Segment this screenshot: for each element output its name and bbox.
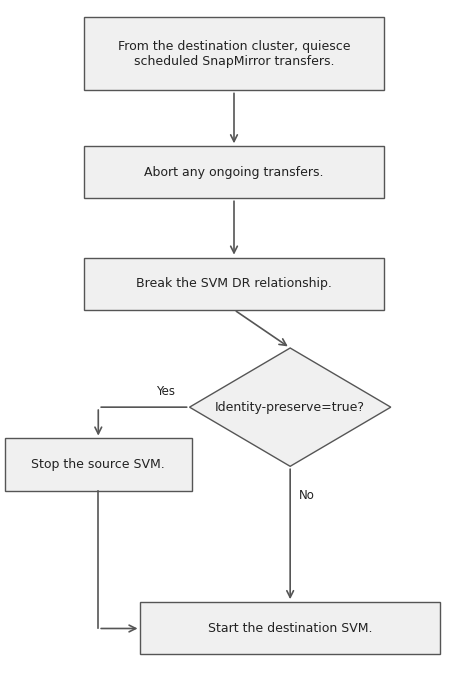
FancyBboxPatch shape	[84, 146, 384, 198]
Text: Stop the source SVM.: Stop the source SVM.	[31, 458, 165, 471]
Text: Yes: Yes	[156, 385, 176, 398]
Text: From the destination cluster, quiesce
scheduled SnapMirror transfers.: From the destination cluster, quiesce sc…	[118, 40, 350, 68]
Text: Start the destination SVM.: Start the destination SVM.	[208, 622, 373, 635]
FancyBboxPatch shape	[140, 602, 440, 654]
FancyBboxPatch shape	[84, 17, 384, 90]
FancyBboxPatch shape	[5, 438, 192, 491]
Text: Identity-preserve=true?: Identity-preserve=true?	[215, 401, 365, 413]
Text: Break the SVM DR relationship.: Break the SVM DR relationship.	[136, 277, 332, 290]
Text: Abort any ongoing transfers.: Abort any ongoing transfers.	[144, 166, 324, 179]
Text: No: No	[299, 489, 314, 502]
Polygon shape	[190, 348, 391, 466]
FancyBboxPatch shape	[84, 258, 384, 310]
